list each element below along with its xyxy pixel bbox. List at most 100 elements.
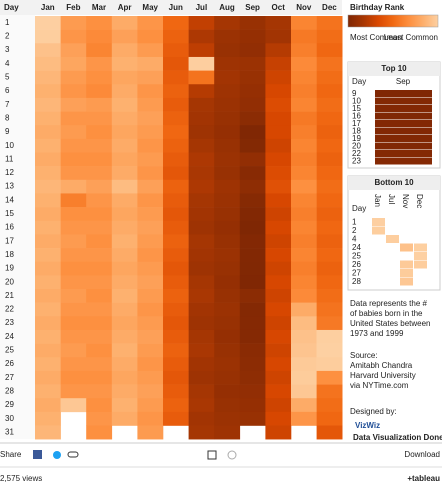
heat-cell bbox=[265, 16, 292, 30]
heat-cell bbox=[188, 370, 215, 385]
day-label: 4 bbox=[5, 59, 10, 68]
heat-cell bbox=[291, 234, 317, 249]
heat-cell bbox=[239, 70, 266, 85]
heat-cell bbox=[291, 70, 317, 85]
heat-cell bbox=[163, 179, 189, 194]
heat-cell bbox=[214, 316, 241, 331]
heat-cell bbox=[60, 398, 87, 413]
heat-cell bbox=[188, 289, 215, 303]
heat-cell bbox=[188, 248, 215, 262]
heat-cell bbox=[60, 152, 87, 167]
heat-cell bbox=[239, 289, 266, 303]
heat-cell bbox=[214, 56, 241, 71]
heat-cell bbox=[86, 152, 113, 167]
heat-cell bbox=[86, 84, 113, 99]
heat-cell bbox=[291, 289, 317, 303]
heat-cell bbox=[35, 425, 61, 440]
heat-cell bbox=[214, 261, 241, 276]
heat-cell bbox=[316, 302, 343, 317]
month-label: Feb bbox=[66, 3, 80, 12]
heat-cell bbox=[137, 207, 164, 222]
heat-cell bbox=[316, 384, 343, 399]
day-label: 29 bbox=[5, 400, 14, 409]
heat-cell bbox=[188, 70, 215, 85]
heat-cell bbox=[239, 398, 266, 413]
day-label: 5 bbox=[5, 73, 10, 82]
facebook-icon[interactable] bbox=[33, 450, 42, 459]
day-label: 3 bbox=[5, 45, 10, 54]
heat-cell bbox=[60, 16, 87, 30]
source-line: Harvard University bbox=[350, 371, 416, 380]
link-icon[interactable] bbox=[67, 451, 79, 458]
day-label: 14 bbox=[5, 195, 14, 204]
top10-cell bbox=[375, 105, 432, 112]
day-label: 22 bbox=[5, 305, 14, 314]
heat-cell bbox=[188, 316, 215, 331]
bottom10-column: Dec bbox=[415, 194, 424, 208]
heat-cell bbox=[188, 43, 215, 58]
heat-cell bbox=[137, 125, 164, 140]
heat-cell bbox=[137, 70, 164, 85]
heat-cell bbox=[214, 97, 241, 112]
heat-cell bbox=[35, 248, 61, 262]
heat-cell bbox=[188, 152, 215, 167]
heat-cell bbox=[111, 16, 138, 30]
heat-cell bbox=[60, 125, 87, 140]
credit-name: VizWiz bbox=[355, 421, 380, 430]
heat-cell bbox=[111, 316, 138, 331]
export-icon[interactable] bbox=[207, 450, 217, 460]
heat-cell bbox=[163, 16, 189, 30]
bottom10-day: 24 bbox=[352, 243, 361, 252]
heat-cell bbox=[316, 152, 343, 167]
heat-cell bbox=[35, 125, 61, 140]
heat-cell bbox=[163, 56, 189, 71]
heat-cell bbox=[291, 166, 317, 181]
heat-cell bbox=[86, 398, 113, 413]
bottom10-cell bbox=[400, 269, 413, 277]
heat-cell bbox=[60, 343, 87, 358]
heat-cell bbox=[265, 411, 292, 426]
heat-cell bbox=[60, 370, 87, 385]
heat-cell bbox=[316, 220, 343, 235]
heat-cell bbox=[188, 138, 215, 153]
heat-cell bbox=[60, 29, 87, 44]
heat-cell bbox=[291, 138, 317, 153]
heat-cell bbox=[265, 193, 292, 208]
heat-cell bbox=[316, 56, 343, 71]
heat-cell bbox=[188, 125, 215, 140]
heat-cell bbox=[265, 384, 292, 399]
heat-cell bbox=[111, 220, 138, 235]
day-label: 16 bbox=[5, 223, 14, 232]
download-label[interactable]: Download bbox=[404, 450, 440, 459]
day-label: 25 bbox=[5, 346, 14, 355]
corner-label: Day bbox=[4, 3, 19, 12]
heat-cell bbox=[86, 384, 113, 399]
twitter-icon[interactable] bbox=[53, 451, 61, 459]
bottom10-cell bbox=[400, 243, 413, 252]
day-label: 30 bbox=[5, 414, 14, 423]
heat-cell bbox=[60, 302, 87, 317]
heat-cell bbox=[35, 234, 61, 249]
revert-icon[interactable] bbox=[227, 450, 237, 460]
heat-cell bbox=[291, 84, 317, 99]
description-line: of babies born in the bbox=[350, 309, 423, 318]
heat-cell bbox=[239, 43, 266, 58]
heat-cell bbox=[214, 84, 241, 99]
heat-cell bbox=[86, 411, 113, 426]
views: 2,575 views bbox=[0, 474, 42, 483]
heat-cell bbox=[35, 329, 61, 344]
top10-cell bbox=[375, 90, 432, 97]
top10-day: 22 bbox=[352, 149, 361, 158]
heat-cell bbox=[86, 70, 113, 85]
heat-cell bbox=[265, 425, 292, 440]
heat-cell bbox=[265, 302, 292, 317]
heat-cell bbox=[316, 357, 343, 372]
share-label[interactable]: Share bbox=[0, 450, 22, 459]
heat-cell bbox=[86, 193, 113, 208]
day-label: 10 bbox=[5, 141, 14, 150]
heat-cell bbox=[291, 111, 317, 126]
heat-cell bbox=[163, 125, 189, 140]
heat-cell bbox=[214, 234, 241, 249]
heat-cell bbox=[35, 261, 61, 276]
heat-cell bbox=[137, 370, 164, 385]
